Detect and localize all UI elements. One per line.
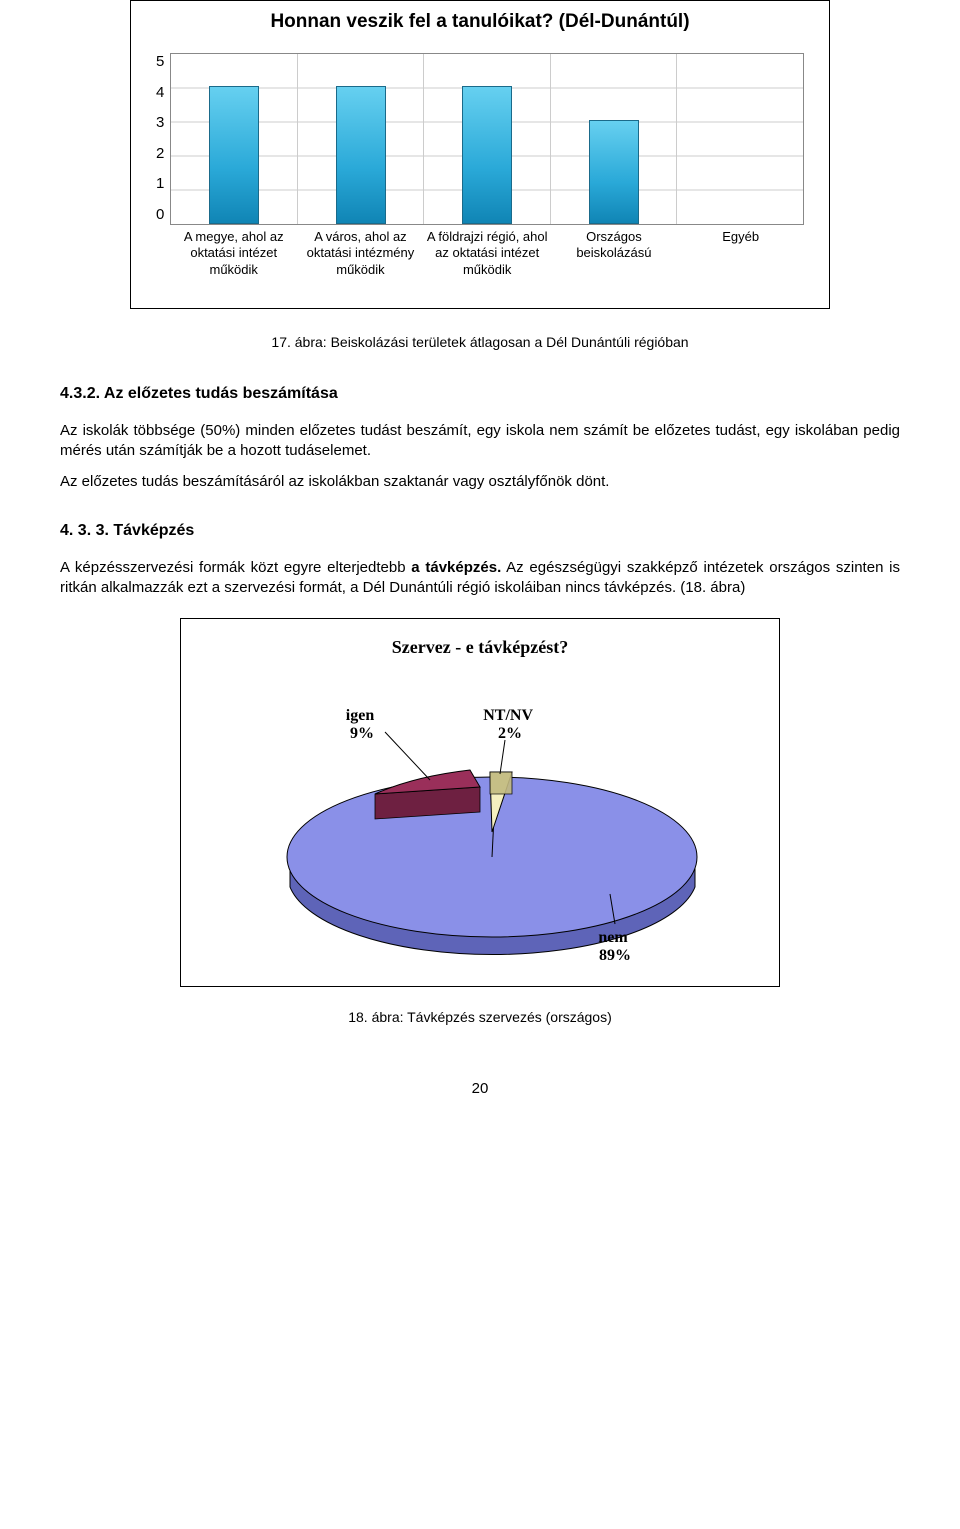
section-4-3-2-title: 4.3.2. Az előzetes tudás beszámítása: [60, 385, 900, 403]
figure-caption-18: 18. ábra: Távképzés szervezés (országos): [60, 1009, 900, 1025]
x-label: Egyéb: [677, 229, 804, 278]
y-tick: 1: [156, 175, 164, 192]
bar-slot: [677, 54, 803, 224]
body-paragraph: Az iskolák többsége (50%) minden előzete…: [60, 421, 900, 462]
pie-chart-title: Szervez - e távképzést?: [211, 637, 749, 658]
x-label: Országos beiskolázású: [551, 229, 678, 278]
section-4-3-3-title: 4. 3. 3. Távképzés: [60, 522, 900, 540]
bar-slot: [171, 54, 298, 224]
y-tick: 5: [156, 53, 164, 70]
bar: [336, 86, 386, 224]
figure-caption-17: 17. ábra: Beiskolázási területek átlagos…: [60, 334, 900, 350]
pie-chart-svg: igen 9% NT/NV 2% nem 89%: [220, 672, 740, 962]
plot-area: [170, 53, 804, 225]
bar: [462, 86, 512, 224]
pie-label-ntnv: NT/NV 2%: [483, 707, 537, 742]
leader-line-icon: [385, 732, 430, 780]
x-label: A város, ahol az oktatási intézmény műkö…: [297, 229, 424, 278]
y-axis: 5 4 3 2 1 0: [156, 53, 170, 223]
y-tick: 0: [156, 206, 164, 223]
bar: [589, 120, 639, 224]
text-bold: a távképzés.: [411, 559, 501, 576]
text-run: A képzésszervezési formák közt egyre elt…: [60, 559, 411, 576]
pie-label-igen: igen 9%: [346, 707, 378, 742]
bar: [209, 86, 259, 224]
x-label: A földrajzi régió, ahol az oktatási inté…: [424, 229, 551, 278]
bar-slot: [424, 54, 551, 224]
bar-slot: [298, 54, 425, 224]
bar-chart-frame: Honnan veszik fel a tanulóikat? (Dél-Dun…: [130, 0, 830, 309]
bar-chart-title: Honnan veszik fel a tanulóikat? (Dél-Dun…: [156, 11, 804, 33]
bar-slot: [551, 54, 678, 224]
pie-side-ntnv: [490, 772, 512, 794]
x-label: A megye, ahol az oktatási intézet működi…: [170, 229, 297, 278]
bar-chart-body: 5 4 3 2 1 0 A megye, ahol az oktatási in…: [156, 53, 804, 293]
body-paragraph: Az előzetes tudás beszámításáról az isko…: [60, 472, 900, 492]
pie-label-nem: nem 89%: [598, 929, 631, 962]
leader-line-icon: [500, 740, 505, 774]
page-number: 20: [60, 1080, 900, 1097]
x-axis-labels: A megye, ahol az oktatási intézet működi…: [170, 229, 804, 278]
y-tick: 3: [156, 114, 164, 131]
y-tick: 2: [156, 145, 164, 162]
pie-chart-frame: Szervez - e távképzést? igen 9% NT/NV 2%: [180, 618, 780, 987]
y-tick: 4: [156, 84, 164, 101]
body-paragraph: A képzésszervezési formák közt egyre elt…: [60, 558, 900, 599]
